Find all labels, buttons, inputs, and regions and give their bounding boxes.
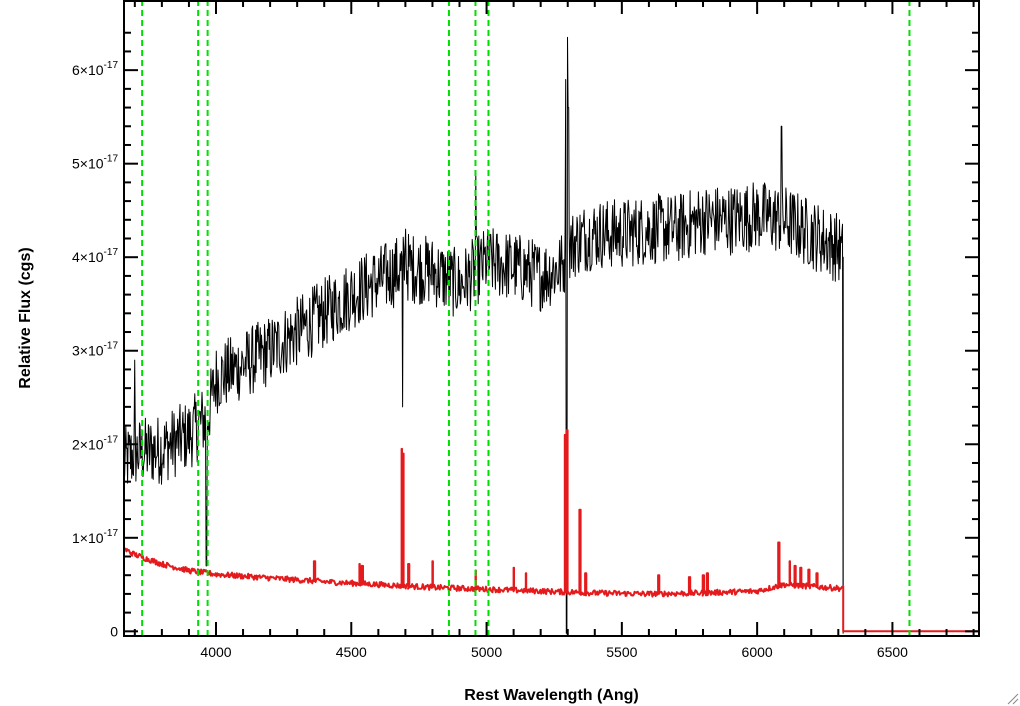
y-tick-label: 6×10-17 (72, 60, 118, 78)
series-layer (123, 36, 979, 634)
x-axis-label: Rest Wavelength (Ang) (464, 687, 639, 704)
x-tick-label: 4500 (336, 644, 367, 660)
y-tick-label: 2×10-17 (72, 434, 118, 452)
y-axis-label: Relative Flux (cgs) (17, 247, 34, 388)
y-tick-label: 5×10-17 (72, 154, 118, 172)
x-tick-label: 5000 (471, 644, 502, 660)
y-tick-label: 1×10-17 (72, 528, 118, 546)
series-spectrum-line (123, 36, 844, 634)
x-tick-label: 6500 (877, 644, 908, 660)
x-tick-label: 6000 (742, 644, 773, 660)
plot-frame (123, 0, 980, 637)
resize-grip[interactable] (1007, 693, 1019, 705)
x-tick-label: 4000 (200, 644, 231, 660)
y-tick-label: 0 (110, 623, 118, 639)
x-tick-label: 5500 (606, 644, 637, 660)
y-tick-label: 3×10-17 (72, 341, 118, 359)
ticks-layer: 4000 4500 5000 5500 6000 6500 0 1×10-17 2×10-17 3… (72, 0, 979, 660)
reference-lines-layer (141, 0, 911, 636)
y-tick-label: 4×10-17 (72, 247, 118, 265)
series-model-line (123, 429, 979, 633)
